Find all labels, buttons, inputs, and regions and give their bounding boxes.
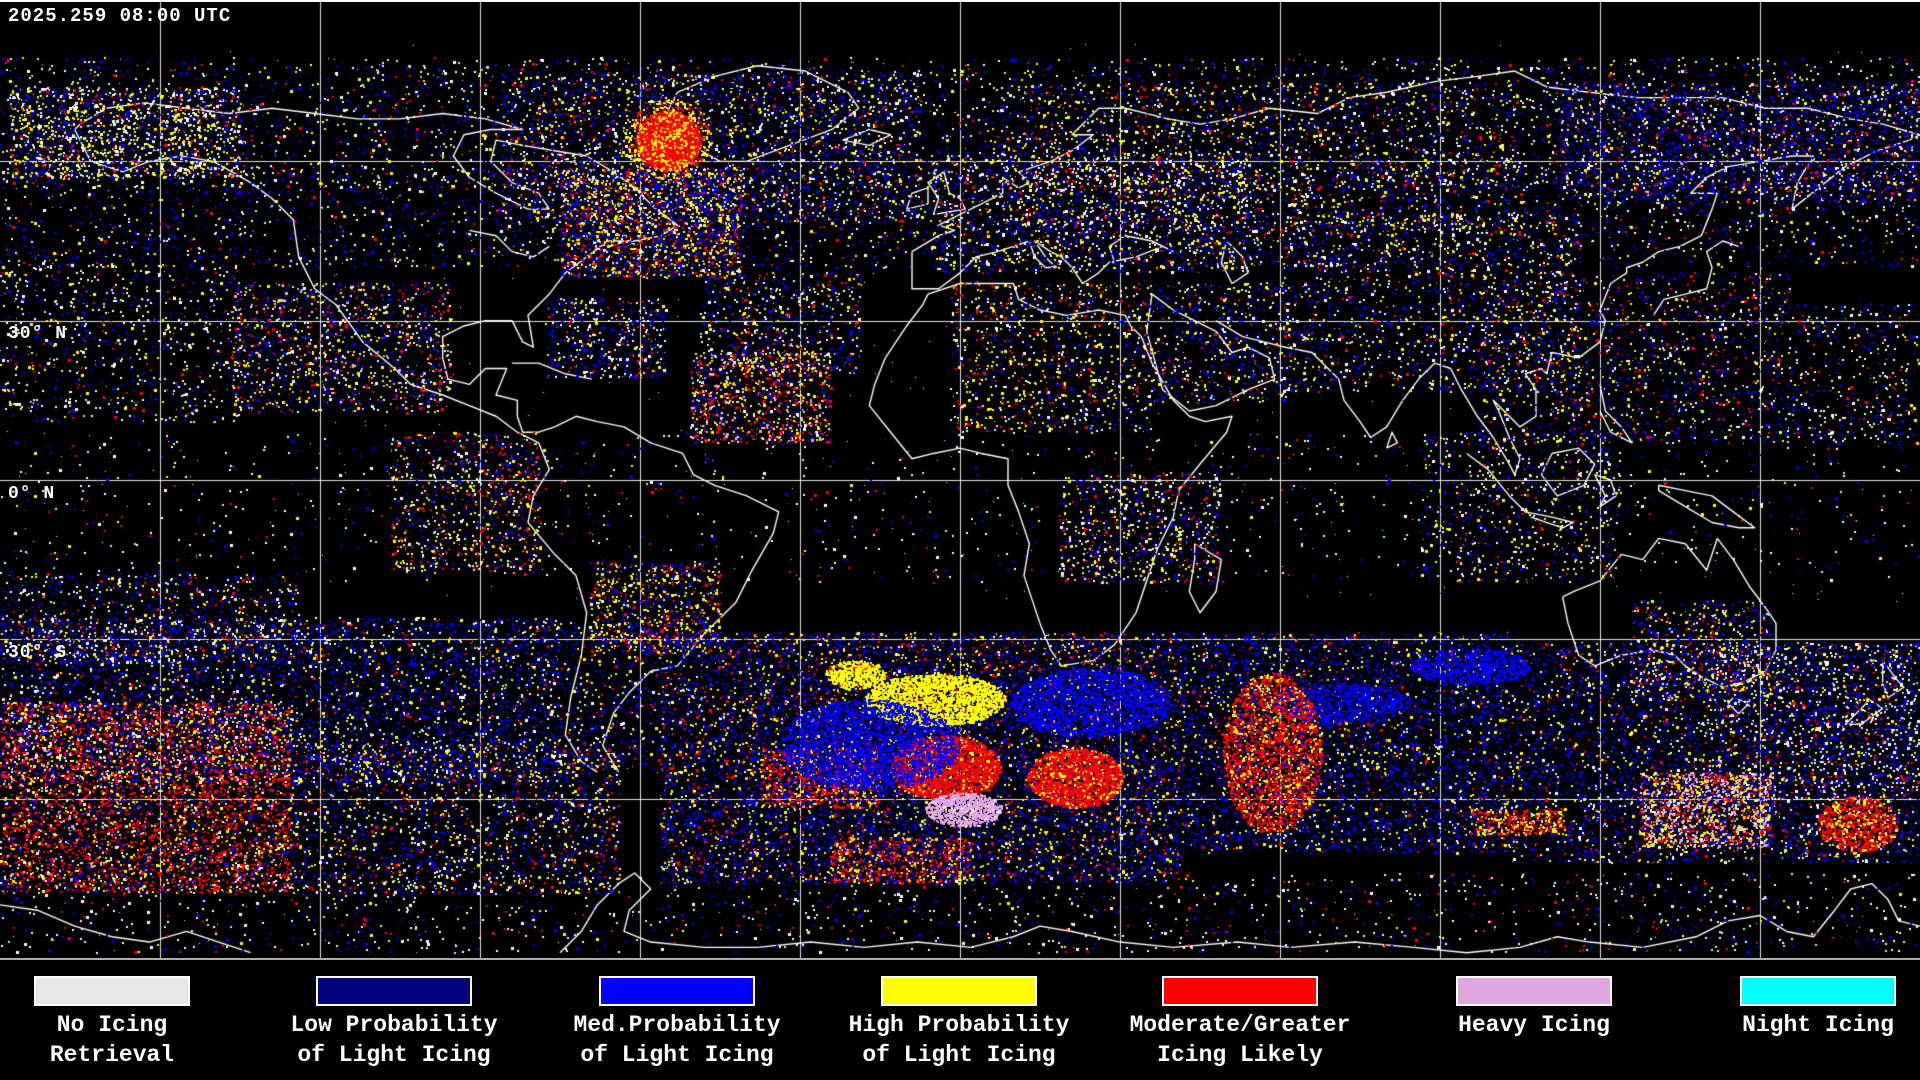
legend-item-heavy-icing: Heavy Icing	[1414, 960, 1654, 1040]
legend-item-night-icing: Night Icing	[1698, 960, 1920, 1040]
legend-item-no-icing-retrieval: No Icing Retrieval	[0, 960, 232, 1070]
lat-label-0: 30° N	[8, 324, 68, 344]
legend-swatch-heavy-icing	[1456, 976, 1612, 1006]
legend-swatch-high-prob-light-icing	[881, 976, 1037, 1006]
legend-swatch-night-icing	[1740, 976, 1896, 1006]
world-map: 2025.259 08:00 UTC 30° N 0° N 30° S	[0, 0, 1920, 958]
legend-label-heavy-icing: Heavy Icing	[1458, 1012, 1610, 1038]
legend-item-high-prob-light-icing: High Probability of Light Icing	[839, 960, 1079, 1070]
legend-label-night-icing: Night Icing	[1742, 1012, 1894, 1038]
legend-swatch-moderate-greater-icing	[1162, 976, 1318, 1006]
lat-label-2: 30° S	[8, 643, 68, 663]
lat-label-1: 0° N	[8, 484, 56, 504]
legend-label-moderate-greater-icing: Moderate/Greater Icing Likely	[1129, 1012, 1351, 1068]
timestamp: 2025.259 08:00 UTC	[8, 5, 232, 27]
legend-swatch-med-prob-light-icing	[599, 976, 755, 1006]
legend-item-med-prob-light-icing: Med.Probability of Light Icing	[557, 960, 797, 1070]
legend-swatch-low-prob-light-icing	[316, 976, 472, 1006]
legend-label-med-prob-light-icing: Med.Probability of Light Icing	[573, 1012, 781, 1068]
legend-label-low-prob-light-icing: Low Probability of Light Icing	[290, 1012, 498, 1068]
legend-swatch-no-icing-retrieval	[34, 976, 190, 1006]
world-map-canvas	[0, 2, 1920, 958]
legend: No Icing Retrieval Low Probability of Lig…	[0, 958, 1920, 1080]
legend-item-low-prob-light-icing: Low Probability of Light Icing	[274, 960, 514, 1070]
legend-label-high-prob-light-icing: High Probability of Light Icing	[848, 1012, 1070, 1068]
legend-label-no-icing-retrieval: No Icing Retrieval	[49, 1012, 175, 1068]
legend-item-moderate-greater-icing: Moderate/Greater Icing Likely	[1120, 960, 1360, 1070]
